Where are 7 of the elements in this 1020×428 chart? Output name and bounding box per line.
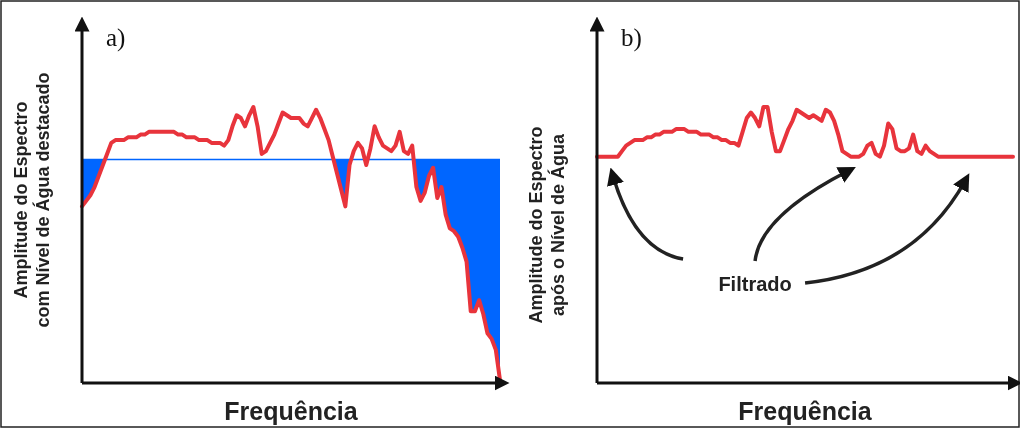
y-axis-title: Amplitude do Espectro após o Nível de Água xyxy=(526,126,568,324)
chart-title: a) xyxy=(106,24,126,52)
y-axis-title: Amplitude do Espectro com Nível de Água destacado xyxy=(11,72,53,328)
chart-title: b) xyxy=(621,24,642,52)
annotation: Filtrado xyxy=(718,273,792,295)
x-axis-title: Frequência xyxy=(224,397,359,425)
x-axis-title: Frequência xyxy=(738,397,873,425)
